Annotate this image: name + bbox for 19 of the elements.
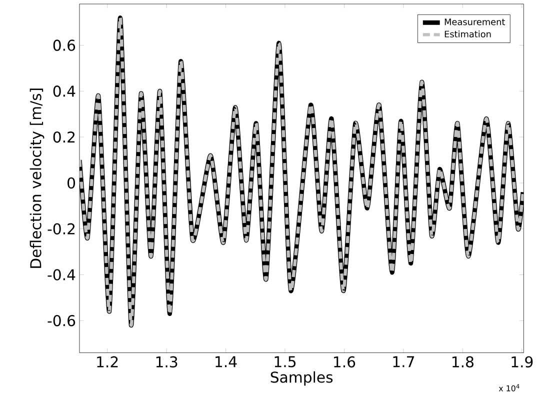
y-tick-label: -0.6: [48, 314, 76, 326]
x-tick-label: 1.9: [512, 356, 533, 368]
y-axis-title: Deflection velocity [m/s]: [30, 88, 44, 268]
y-tick-label: 0.6: [53, 39, 76, 51]
x-tick-label: 1.3: [156, 356, 178, 368]
x-tick-label: 1.6: [334, 356, 356, 368]
legend-label: Estimation: [444, 30, 491, 38]
x-tick-label: 1.4: [216, 356, 237, 367]
y-tick-label: 0: [68, 177, 76, 188]
x-axis-title: Samples: [270, 371, 333, 386]
y-tick-label: -0.4: [48, 268, 76, 280]
legend-label: Measurement: [444, 18, 505, 26]
x-tick-label: 1.8: [452, 356, 474, 368]
x-tick-label: 1.2: [97, 356, 118, 368]
y-tick-label: -0.2: [48, 223, 75, 234]
x-tick-label: 1.7: [393, 356, 414, 367]
y-tick-label: 0.2: [53, 131, 75, 142]
y-tick-label: 0.4: [53, 85, 76, 97]
x-tick-label: 1.5: [274, 356, 296, 368]
